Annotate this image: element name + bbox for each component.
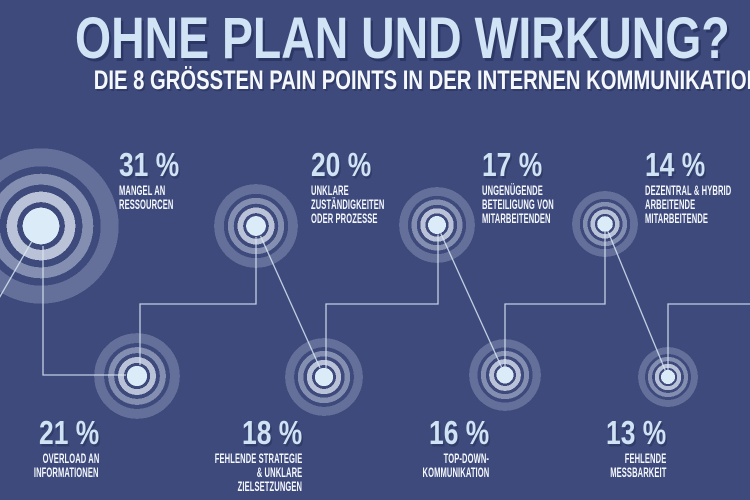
pain-point-mangel-an-ressourcen: 31 % MANGEL AN RESSOURCEN [119, 146, 216, 212]
percent-value: 18 % [241, 414, 302, 451]
pain-point-label-line: ZIELSETZUNGEN [237, 478, 302, 494]
pain-point-label-line: OVERLOAD AN [42, 451, 99, 466]
pain-point-unklare-zustaendigkeiten: 20 % UNKLARE ZUSTÄNDIGKEITEN ODER PROZES… [311, 146, 442, 226]
bullseye-20-percent [214, 184, 298, 268]
page-title: OHNE PLAN UND WIRKUNG? [75, 6, 730, 71]
percent-value: 17 % [482, 146, 543, 183]
percent-value: 14 % [645, 146, 706, 183]
pain-point-label-line: MANGEL AN [119, 183, 166, 198]
pain-point-label-line: MITARBEITENDEN [482, 210, 551, 226]
bullseye-21-percent [94, 333, 180, 419]
pain-point-label-line: & UNKLARE [256, 464, 302, 480]
pain-point-label-line: MITARBEITENDE [645, 210, 709, 226]
pain-point-label-line: BETEILIGUNG VON [482, 196, 554, 212]
pain-point-label-line: RESSOURCEN [119, 196, 174, 212]
pain-point-fehlende-messbarkeit: 13 % FEHLENDE MESSBARKEIT [566, 414, 666, 480]
bullseye-13-percent [638, 347, 698, 407]
pain-point-label-line: UNKLARE [311, 183, 349, 198]
pain-point-label-line: ARBEITENDE [645, 196, 696, 212]
percent-value: 13 % [605, 414, 666, 451]
pain-point-overload-an-informationen: 21 % OVERLOAD AN INFORMATIONEN [0, 414, 99, 480]
pain-point-label-line: FEHLENDE STRATEGIE [214, 451, 302, 466]
pain-point-label-line: INFORMATIONEN [34, 464, 99, 480]
pain-point-label-line: FEHLENDE [624, 451, 666, 466]
pain-point-label-line: KOMMUNIKATION [422, 464, 489, 480]
bullseye-31-percent [0, 148, 119, 304]
percent-value: 31 % [119, 146, 180, 183]
pain-point-dezentral-hybrid: 14 % DEZENTRAL & HYBRID ARBEITENDE MITAR… [645, 146, 750, 226]
page-subtitle: DIE 8 GRÖSSTEN PAIN POINTS IN DER INTERN… [93, 65, 750, 95]
pain-point-label-line: ODER PROZESSE [311, 210, 378, 226]
pain-point-fehlende-strategie: 18 % FEHLENDE STRATEGIE & UNKLARE ZIELSE… [146, 414, 302, 494]
pain-point-label-line: UNGENÜGENDE [482, 183, 543, 198]
pain-point-label-line: DEZENTRAL & HYBRID [645, 183, 732, 198]
pain-point-ungenuegende-beteiligung: 17 % UNGENÜGENDE BETEILIGUNG VON MITARBE… [482, 146, 610, 226]
percent-value: 21 % [38, 414, 99, 451]
percent-value: 16 % [428, 414, 489, 451]
pain-point-label-line: TOP-DOWN- [443, 451, 489, 466]
bullseye-16-percent [469, 339, 541, 411]
pain-point-label-line: ZUSTÄNDIGKEITEN [311, 196, 385, 212]
percent-value: 20 % [311, 146, 372, 183]
pain-point-top-down-kommunikation: 16 % TOP-DOWN- KOMMUNIKATION [370, 414, 489, 480]
pain-point-label-line: MESSBARKEIT [609, 464, 666, 480]
bullseye-18-percent [285, 338, 363, 416]
